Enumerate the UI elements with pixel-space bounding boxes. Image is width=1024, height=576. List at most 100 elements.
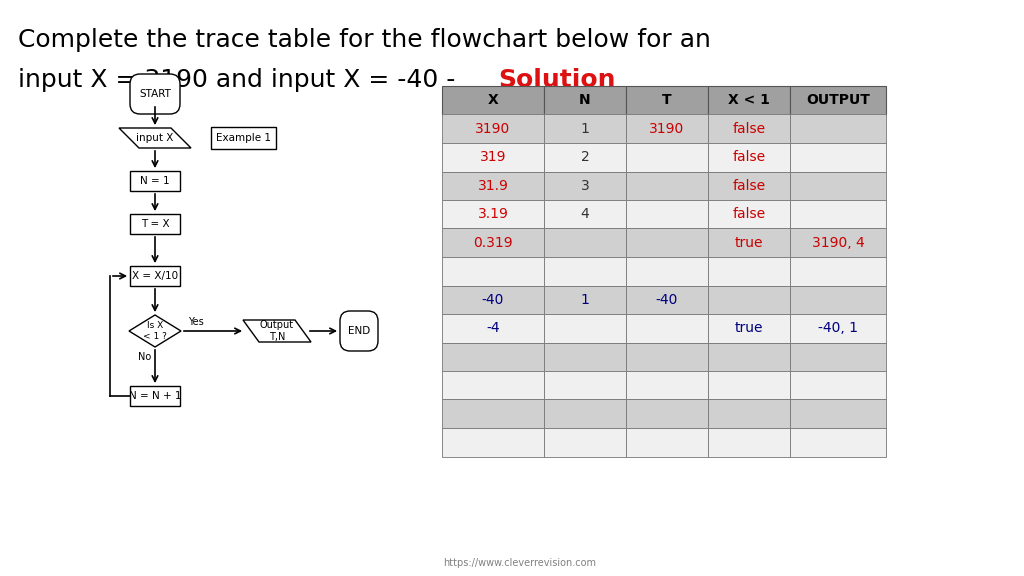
Bar — [626, 200, 708, 229]
Bar — [708, 428, 790, 457]
Bar — [442, 314, 544, 343]
Bar — [544, 286, 626, 314]
Bar — [708, 86, 790, 115]
Bar — [708, 371, 790, 400]
Text: Solution: Solution — [498, 68, 615, 92]
Text: 4: 4 — [581, 207, 590, 221]
Bar — [130, 214, 180, 234]
Text: N = N + 1: N = N + 1 — [129, 391, 181, 401]
Text: -40: -40 — [655, 293, 678, 307]
Bar — [130, 266, 180, 286]
Bar — [790, 371, 886, 400]
Bar — [708, 229, 790, 257]
Bar — [544, 400, 626, 428]
Polygon shape — [119, 128, 191, 148]
Bar — [544, 257, 626, 286]
Text: 3.19: 3.19 — [477, 207, 509, 221]
Bar — [442, 257, 544, 286]
Bar — [544, 143, 626, 172]
Text: input X = 3190 and input X = -40 -: input X = 3190 and input X = -40 - — [18, 68, 464, 92]
Bar — [130, 171, 180, 191]
Bar — [790, 257, 886, 286]
Text: 3190, 4: 3190, 4 — [812, 236, 864, 250]
Text: true: true — [735, 321, 763, 335]
Bar — [708, 200, 790, 229]
Bar — [544, 428, 626, 457]
Polygon shape — [129, 315, 181, 347]
Text: 319: 319 — [480, 150, 506, 164]
Bar — [544, 229, 626, 257]
Bar — [790, 314, 886, 343]
Bar — [790, 343, 886, 371]
Bar — [708, 343, 790, 371]
Text: X: X — [487, 93, 499, 107]
Bar — [544, 343, 626, 371]
Bar — [626, 229, 708, 257]
Bar — [544, 314, 626, 343]
Text: -40, 1: -40, 1 — [818, 321, 858, 335]
Bar — [442, 172, 544, 200]
Bar — [790, 143, 886, 172]
Bar — [708, 286, 790, 314]
Bar — [708, 115, 790, 143]
Bar — [626, 400, 708, 428]
Bar — [790, 115, 886, 143]
Bar — [626, 371, 708, 400]
Bar — [130, 386, 180, 406]
Text: T: T — [663, 93, 672, 107]
Text: X < 1: X < 1 — [728, 93, 770, 107]
Bar — [442, 115, 544, 143]
Text: true: true — [735, 236, 763, 250]
Bar — [544, 115, 626, 143]
Bar — [626, 428, 708, 457]
Text: 1: 1 — [581, 122, 590, 136]
Bar — [626, 343, 708, 371]
Bar — [626, 86, 708, 115]
Bar — [442, 343, 544, 371]
Text: 2: 2 — [581, 150, 590, 164]
Text: END: END — [348, 326, 370, 336]
Bar — [442, 371, 544, 400]
Bar — [708, 172, 790, 200]
Bar — [211, 127, 275, 149]
Text: N = 1: N = 1 — [140, 176, 170, 186]
Text: 1: 1 — [581, 293, 590, 307]
Bar — [790, 428, 886, 457]
Text: -40: -40 — [482, 293, 504, 307]
Bar — [442, 428, 544, 457]
Text: START: START — [139, 89, 171, 99]
Bar — [544, 371, 626, 400]
Text: Output
T,N: Output T,N — [260, 320, 294, 342]
Bar — [626, 115, 708, 143]
Bar — [708, 143, 790, 172]
Text: 0.319: 0.319 — [473, 236, 513, 250]
Text: 3: 3 — [581, 179, 590, 193]
Text: OUTPUT: OUTPUT — [806, 93, 870, 107]
Bar — [544, 86, 626, 115]
Bar — [708, 257, 790, 286]
FancyBboxPatch shape — [340, 311, 378, 351]
Text: 31.9: 31.9 — [477, 179, 509, 193]
Text: N: N — [580, 93, 591, 107]
Bar — [790, 229, 886, 257]
Bar — [544, 172, 626, 200]
Text: -4: -4 — [486, 321, 500, 335]
Bar — [442, 86, 544, 115]
Bar — [442, 229, 544, 257]
Bar — [790, 172, 886, 200]
Bar — [626, 257, 708, 286]
Bar — [790, 286, 886, 314]
Text: Yes: Yes — [188, 317, 204, 327]
Text: false: false — [732, 207, 766, 221]
Bar — [708, 400, 790, 428]
Text: No: No — [138, 352, 151, 362]
Bar — [790, 200, 886, 229]
Bar — [544, 200, 626, 229]
Text: Example 1: Example 1 — [215, 133, 270, 143]
Polygon shape — [243, 320, 311, 342]
Bar — [708, 314, 790, 343]
Bar — [626, 286, 708, 314]
Text: 3190: 3190 — [649, 122, 685, 136]
Text: T = X: T = X — [140, 219, 169, 229]
Bar — [442, 400, 544, 428]
